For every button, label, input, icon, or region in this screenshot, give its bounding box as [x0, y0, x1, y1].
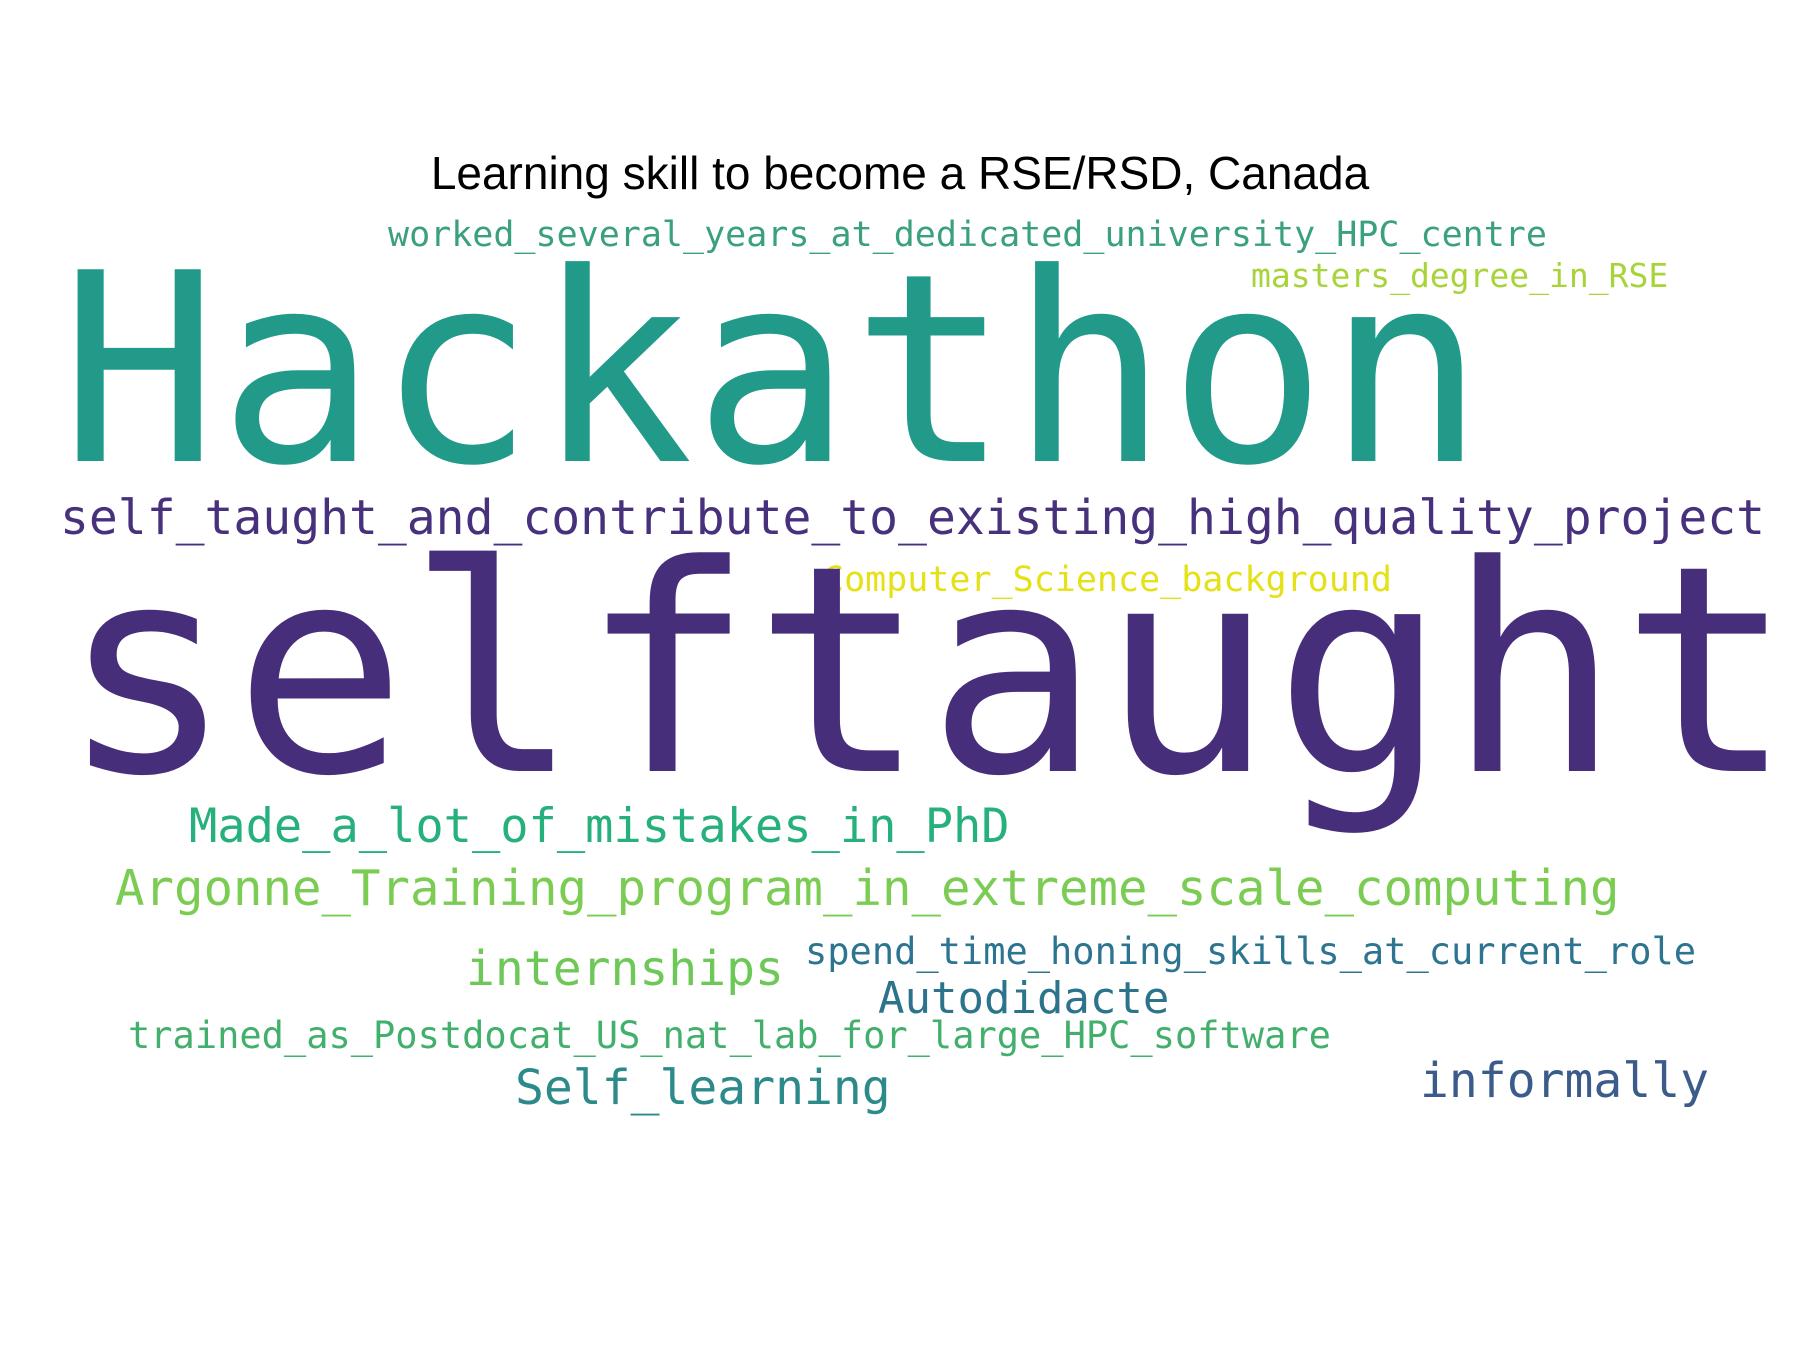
- word-made-mistakes: Made_a_lot_of_mistakes_in_PhD: [189, 799, 1010, 854]
- word-worked-several-years: worked_several_years_at_dedicated_univer…: [388, 215, 1547, 255]
- word-spend-time: spend_time_honing_skills_at_current_role: [805, 930, 1697, 973]
- word-autodidacte: Autodidacte: [878, 973, 1170, 1024]
- word-selftaught: selftaught: [60, 504, 1794, 839]
- word-self-learning: Self_learning: [515, 1060, 891, 1116]
- cloud-title: Learning skill to become a RSE/RSD, Cana…: [430, 147, 1370, 199]
- word-masters-degree: masters_degree_in_RSE: [1251, 256, 1669, 295]
- word-self-taught-contribute: self_taught_and_contribute_to_existing_h…: [60, 490, 1766, 546]
- word-internships: internships: [466, 941, 784, 997]
- word-informally: informally: [1420, 1053, 1709, 1109]
- word-hackathon: Hackathon: [60, 218, 1486, 524]
- word-trained-as-postdoc: trained_as_Postdocat_US_nat_lab_for_larg…: [128, 1014, 1331, 1057]
- word-argonne-training: Argonne_Training_program_in_extreme_scal…: [115, 860, 1620, 917]
- word-computer-science: Computer_Science_background: [823, 560, 1392, 600]
